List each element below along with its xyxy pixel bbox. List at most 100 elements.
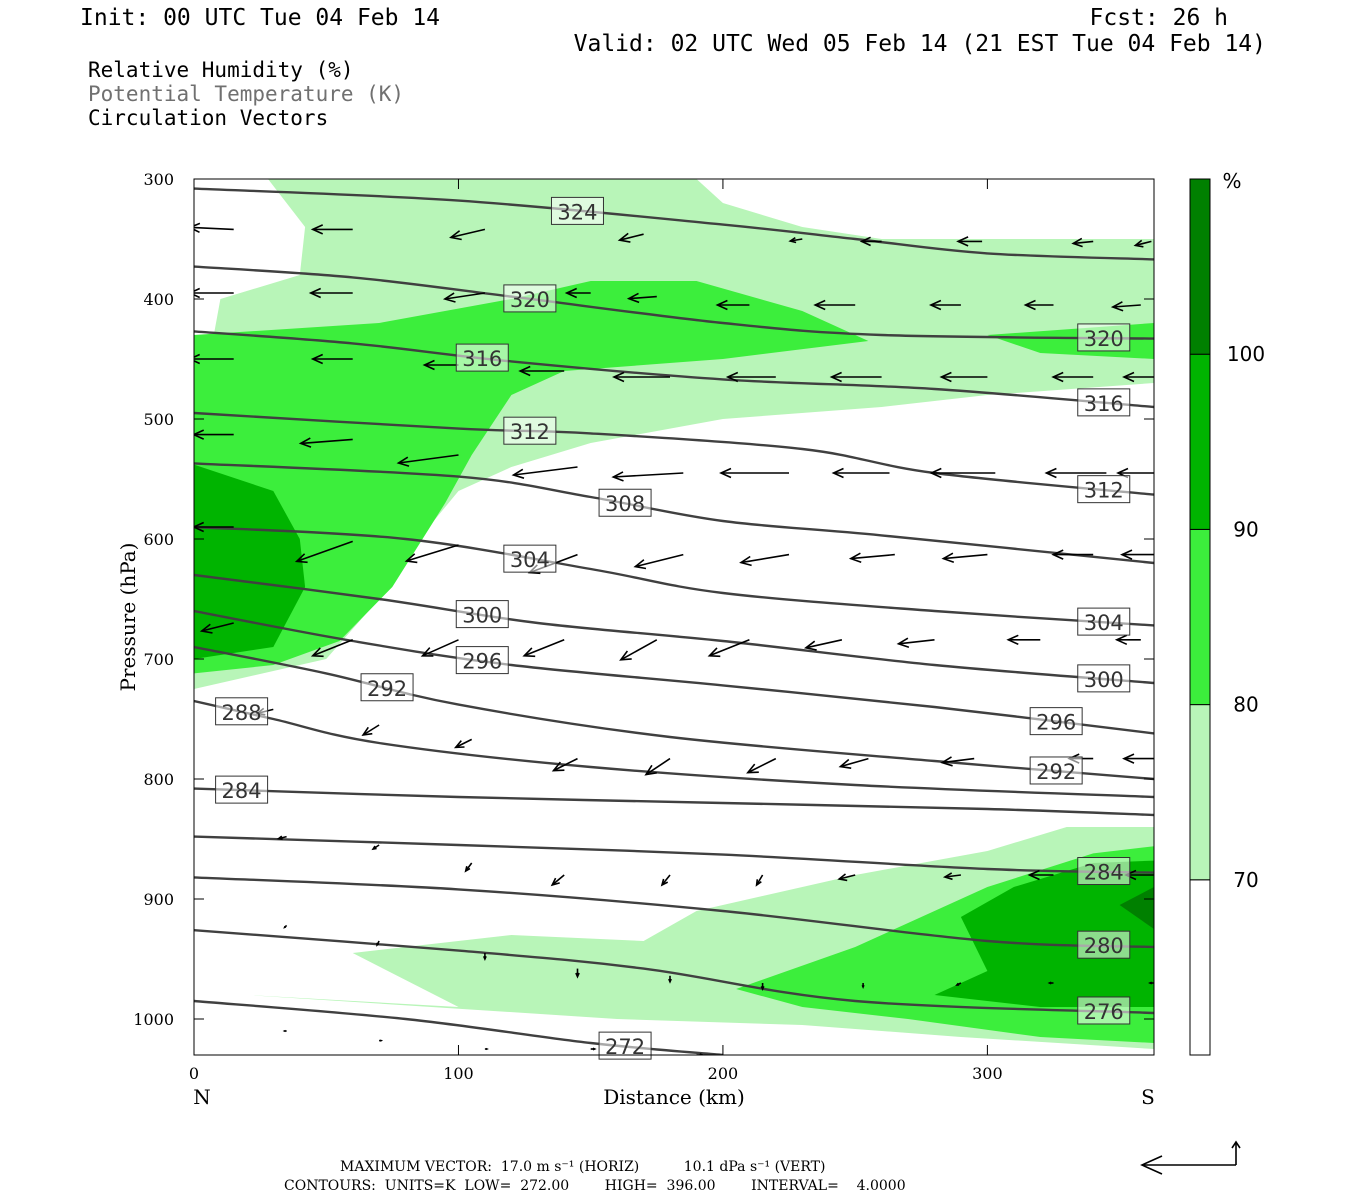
- circulation-vector: [310, 639, 353, 658]
- contour-label-text: 316: [462, 347, 502, 371]
- contour-label-288: 288: [215, 697, 269, 726]
- circulation-vector: [626, 292, 657, 304]
- vector-head: [310, 224, 324, 235]
- vector-head: [755, 879, 762, 887]
- contour-label-box: [1077, 664, 1131, 693]
- contour-label-text: 296: [462, 650, 502, 674]
- circulation-vector: [376, 940, 380, 947]
- vector-head: [928, 299, 942, 311]
- circulation-vector: [725, 371, 776, 383]
- vector-head: [449, 230, 462, 241]
- circulation-vectors: [194, 222, 1154, 1058]
- vector-shaft: [455, 738, 473, 749]
- vector-head: [1006, 634, 1019, 646]
- theta-contour-284: [194, 835, 1154, 874]
- vector-shaft: [840, 757, 869, 768]
- contour-label-text: 304: [1084, 611, 1124, 635]
- vector-head: [941, 552, 955, 563]
- circulation-vector: [861, 983, 865, 989]
- vector-head: [619, 650, 632, 661]
- vector-head: [633, 559, 647, 570]
- theta-contour-288: [194, 699, 1154, 799]
- theta-contour-300: [194, 573, 1154, 685]
- vector-head: [885, 1056, 888, 1058]
- colorbar-segment: [1189, 353, 1211, 530]
- circulation-vector: [298, 437, 353, 448]
- circulation-vector: [194, 222, 234, 234]
- colorbar: 70 80 90 100: [1189, 178, 1265, 1056]
- contour-label-box: [360, 673, 414, 702]
- circulation-vector: [829, 371, 882, 383]
- contour-label-308: 308: [598, 488, 652, 517]
- circulation-vector: [1110, 301, 1141, 312]
- circulation-vector: [194, 429, 234, 440]
- contour-label-text: 280: [1084, 934, 1124, 958]
- vector-shaft: [943, 553, 988, 560]
- contour-label-316: 316: [455, 343, 509, 372]
- vector-shaft: [805, 639, 843, 649]
- rh-region-100-5: [194, 464, 306, 659]
- x-tick-label: 100: [443, 1064, 474, 1083]
- vector-head: [746, 763, 759, 774]
- vector-head: [617, 232, 631, 243]
- x-tick-label: 300: [972, 1064, 1003, 1083]
- vector-head: [792, 1056, 795, 1058]
- theta-contour-284: [194, 787, 1154, 817]
- vector-shaft: [398, 454, 459, 464]
- circulation-vector: [371, 844, 380, 851]
- vector-head: [464, 866, 471, 873]
- circulation-vector: [940, 756, 975, 767]
- colorbar-tick-label: 70: [1233, 868, 1258, 892]
- theta-contour-292: [194, 645, 1154, 781]
- contour-label-text: 288: [222, 701, 262, 725]
- contour-label-box: [503, 284, 557, 313]
- vector-head: [511, 468, 525, 479]
- contour-label-box: [455, 600, 509, 629]
- vector-head: [859, 236, 871, 247]
- circulation-vector: [518, 365, 565, 377]
- vector-head: [276, 835, 283, 841]
- vector-head: [837, 873, 848, 882]
- circulation-vector: [464, 862, 473, 873]
- vector-head: [551, 761, 565, 772]
- vector-head: [861, 984, 865, 989]
- circulation-vector: [739, 553, 790, 567]
- vector-head: [442, 292, 456, 303]
- vector-head: [199, 623, 213, 634]
- vector-head: [848, 552, 862, 563]
- vector-head: [1114, 634, 1128, 646]
- vector-head: [310, 647, 324, 658]
- vector-head: [788, 237, 797, 244]
- y-axis-label: Pressure (hPa): [116, 543, 140, 692]
- circulation-vector: [1122, 371, 1154, 383]
- vector-head: [838, 758, 852, 769]
- circulation-vector: [838, 757, 869, 769]
- vector-shaft: [300, 438, 353, 445]
- circulation-vector: [928, 299, 961, 311]
- circulation-vector: [276, 835, 287, 841]
- y-tick-label: 800: [143, 770, 174, 789]
- circulation-vector: [1044, 467, 1107, 479]
- colorbar-unit: %: [1222, 169, 1241, 193]
- vector-head: [1051, 371, 1064, 383]
- contour-label-text: 272: [605, 1035, 645, 1059]
- circulation-vector: [442, 292, 486, 303]
- circulation-vector: [956, 236, 983, 247]
- y-tick-label: 500: [143, 410, 174, 429]
- circulation-vector: [522, 639, 565, 658]
- theta-contour-316: [194, 330, 1154, 409]
- circulation-vector: [788, 237, 803, 244]
- y-tick-label: 1000: [133, 1010, 174, 1029]
- vector-head: [760, 985, 765, 991]
- theta-contour-296: [194, 609, 1154, 735]
- contour-label-box: [1029, 756, 1083, 785]
- vector-head: [725, 371, 739, 383]
- vector-shaft: [740, 553, 790, 564]
- circulation-vector: [660, 874, 671, 887]
- vector-shaft: [944, 874, 961, 878]
- vector-shaft: [450, 228, 486, 239]
- circulation-vector: [1047, 981, 1054, 985]
- circulation-vector: [1051, 371, 1094, 383]
- contour-label-text: 312: [1084, 479, 1124, 503]
- contour-label-box: [215, 697, 269, 726]
